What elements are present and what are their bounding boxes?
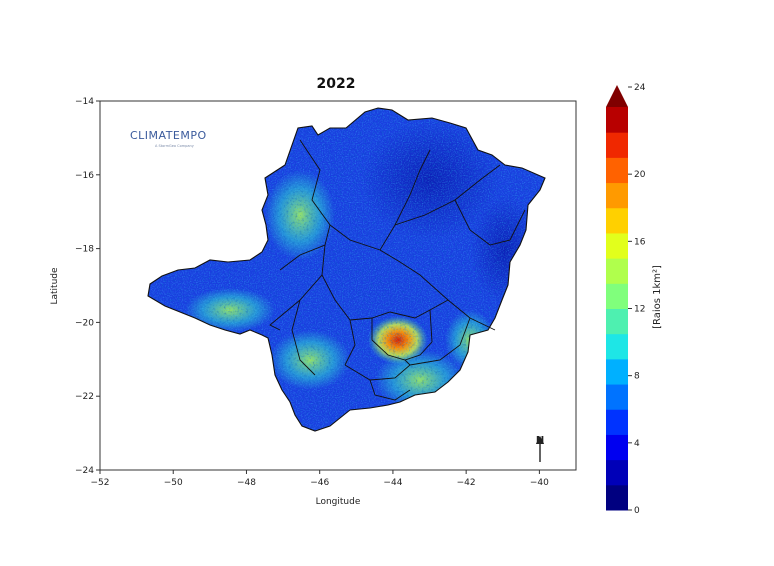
region-border xyxy=(344,359,411,381)
y-axis-ticks: −14 −16 −18 −20 −22 −24 xyxy=(75,97,100,476)
x-tick-label: −46 xyxy=(310,478,329,488)
colorbar-segment xyxy=(606,459,628,486)
north-arrow: N xyxy=(535,435,545,462)
colorbar-tick-label: 4 xyxy=(634,439,640,449)
colorbar-segment xyxy=(606,232,628,259)
colorbar-segment xyxy=(606,409,628,435)
colorbar-segment xyxy=(606,358,628,385)
x-tick-label: −40 xyxy=(530,478,549,488)
state-border xyxy=(147,107,546,432)
colorbar-tick-label: 16 xyxy=(634,237,646,247)
colorbar-extend-arrow xyxy=(606,85,628,107)
colorbar-segment xyxy=(606,434,628,461)
colorbar-tick-label: 8 xyxy=(634,372,640,382)
colorbar-segment xyxy=(606,308,628,335)
region-border xyxy=(379,164,501,251)
colorbar-label: [Raios 1km²] xyxy=(652,265,663,329)
colorbar-tick-label: 24 xyxy=(634,83,646,93)
x-axis-ticks: −52 −50 −48 −46 −44 −42 −40 xyxy=(91,470,549,488)
colorbar: 0 4 8 12 16 20 24 xyxy=(606,83,646,516)
x-axis-label: Longitude xyxy=(316,497,361,507)
x-tick-label: −52 xyxy=(91,478,110,488)
region-border xyxy=(349,299,449,321)
colorbar-segment xyxy=(606,333,628,360)
logo-text: CLIMATEMPO xyxy=(130,129,207,142)
colorbar-segment xyxy=(606,207,628,234)
y-tick-label: −14 xyxy=(75,97,94,107)
region-border xyxy=(369,379,411,401)
x-tick-label: −48 xyxy=(237,478,256,488)
y-tick-label: −24 xyxy=(75,466,94,476)
region-border xyxy=(329,224,496,331)
region-border xyxy=(394,149,431,226)
y-tick-label: −22 xyxy=(75,392,94,402)
colorbar-segment xyxy=(606,384,628,410)
y-tick-label: −18 xyxy=(75,245,94,255)
plot-area: CLIMATEMPO A StormGeo Company xyxy=(99,100,577,471)
y-axis-label: Latitude xyxy=(50,267,60,305)
region-border xyxy=(291,299,316,376)
colorbar-segment xyxy=(606,258,628,284)
region-border xyxy=(454,199,526,246)
colorbar-segment xyxy=(606,132,628,158)
y-tick-label: −20 xyxy=(75,318,94,328)
x-tick-label: −42 xyxy=(457,478,476,488)
colorbar-segment xyxy=(606,283,628,309)
y-tick-label: −16 xyxy=(75,171,94,181)
logo-tagline: A StormGeo Company xyxy=(155,144,194,148)
colorbar-segment xyxy=(606,157,628,184)
north-arrow-label: N xyxy=(536,435,544,446)
colorbar-segment xyxy=(606,107,628,133)
x-tick-label: −50 xyxy=(164,478,183,488)
colorbar-segment xyxy=(606,182,628,209)
chart-title: 2022 xyxy=(317,76,356,92)
region-borders xyxy=(269,139,526,401)
x-tick-label: −44 xyxy=(383,478,402,488)
colorbar-tick-label: 0 xyxy=(634,506,640,516)
colorbar-tick-label: 12 xyxy=(634,305,645,315)
colorbar-tick-label: 20 xyxy=(634,170,646,180)
region-border xyxy=(409,317,471,366)
colorbar-segment xyxy=(606,484,628,511)
